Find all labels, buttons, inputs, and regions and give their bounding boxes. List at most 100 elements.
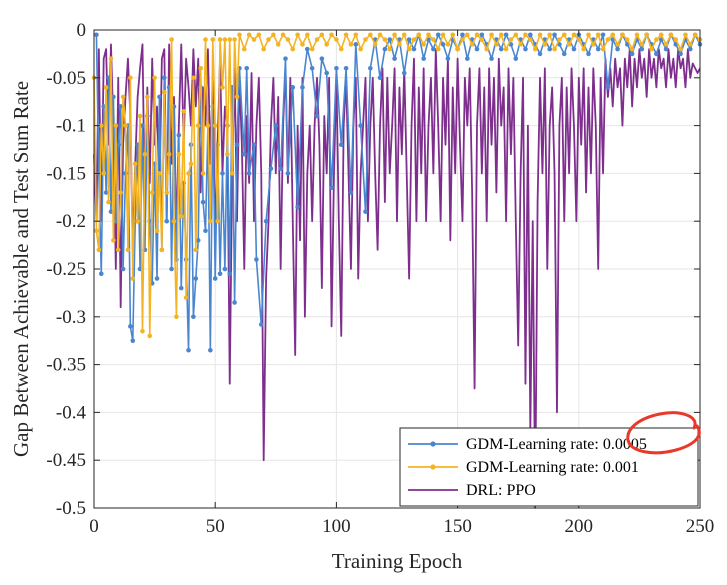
series-1-point-44 [198, 65, 203, 71]
series-1-point-87 [368, 32, 373, 38]
series-0-point-85 [353, 42, 359, 47]
y-tick-label: -0.5 [56, 498, 86, 519]
series-1-point-115 [503, 46, 509, 52]
series-1-point-38 [183, 295, 189, 300]
series-1-point-108 [469, 42, 475, 47]
series-1-point-124 [547, 32, 553, 38]
series-0-point-14 [128, 324, 133, 329]
series-1-point-81 [338, 46, 344, 52]
series-1-point-136 [605, 37, 611, 42]
series-0-point-45 [203, 228, 208, 234]
series-1-point-23 [147, 333, 153, 339]
series-0-point-78 [319, 56, 325, 61]
series-0-point-116 [503, 32, 509, 38]
series-1-point-31 [166, 151, 172, 157]
x-axis-label: Training Epoch [332, 549, 463, 573]
series-1-point-137 [610, 32, 616, 38]
series-1-point-126 [557, 37, 562, 42]
series-1-point-59 [234, 94, 240, 100]
series-1-point-134 [595, 32, 601, 38]
series-0-point-5 [106, 75, 111, 81]
series-0-point-72 [290, 85, 296, 90]
series-0-point-58 [234, 142, 240, 148]
series-0-point-31 [169, 266, 174, 272]
series-1-point-99 [426, 32, 431, 38]
series-1-point-151 [678, 46, 683, 52]
series-1-point-58 [232, 37, 237, 42]
series-0-point-88 [368, 65, 373, 71]
series-0-point-9 [115, 142, 121, 148]
series-1-point-15 [128, 75, 133, 81]
series-1-point-119 [523, 32, 528, 38]
y-tick-label: -0.1 [56, 116, 86, 137]
series-1-point-104 [450, 32, 456, 38]
series-0-point-154 [688, 46, 693, 52]
series-0-point-113 [489, 56, 494, 61]
legend: GDM-Learning rate: 0.0005 GDM-Learning ra… [399, 427, 699, 507]
series-1-point-12 [120, 94, 126, 100]
series-0-point-0 [94, 32, 99, 38]
series-0-point-121 [528, 32, 533, 38]
series-0-point-104 [445, 56, 451, 61]
series-0-point-19 [140, 123, 145, 128]
series-1-point-153 [688, 42, 693, 47]
series-0-point-66 [263, 218, 269, 224]
series-0-point-86 [358, 123, 363, 128]
series-1-point-121 [532, 46, 538, 52]
series-0-point-25 [154, 276, 160, 281]
series-1-point-65 [261, 46, 266, 52]
series-0-point-76 [309, 65, 315, 71]
series-1-point-122 [537, 32, 543, 38]
series-1-point-66 [266, 37, 271, 42]
series-1-point-128 [566, 42, 572, 47]
series-0-point-79 [324, 70, 330, 76]
y-tick-label: -0.45 [46, 450, 86, 471]
series-1-point-51 [215, 218, 220, 224]
series-1-point-47 [205, 123, 211, 128]
series-1-point-3 [98, 123, 104, 128]
series-1-point-75 [309, 46, 315, 52]
series-0-point-40 [191, 314, 196, 320]
series-0-point-147 [654, 51, 659, 57]
series-1-point-143 [639, 42, 645, 47]
series-0-point-142 [629, 51, 635, 57]
series-1-point-21 [142, 151, 148, 157]
series-1-point-37 [181, 108, 186, 114]
y-axis-label: Gap Between Achievable and Test Sum Rate [9, 81, 33, 457]
x-tick-label: 100 [322, 516, 351, 537]
series-1-point-85 [358, 46, 363, 52]
series-1-point-118 [518, 42, 523, 47]
series-0-point-83 [343, 65, 349, 71]
series-0-point-135 [595, 46, 601, 52]
series-1-point-10 [115, 247, 121, 253]
series-0-point-63 [251, 142, 257, 148]
series-0-point-97 [411, 46, 417, 52]
legend-entry-1: GDM-Learning rate: 0.001 [408, 459, 639, 476]
series-1-point-4 [101, 171, 106, 176]
series-0-point-137 [605, 85, 611, 90]
series-1-point-83 [348, 42, 354, 47]
series-1-point-7 [108, 56, 114, 61]
series-0-point-81 [334, 65, 339, 71]
series-0-point-126 [552, 32, 557, 38]
series-0-point-144 [639, 46, 645, 52]
series-0-point-75 [305, 46, 310, 52]
series-1-point-110 [479, 37, 485, 42]
series-1-point-16 [130, 276, 136, 281]
series-0-point-96 [406, 37, 412, 42]
series-0-point-42 [195, 238, 201, 243]
series-1-point-57 [229, 171, 235, 176]
series-1-point-113 [494, 42, 499, 47]
legend-label-0: GDM-Learning rate: 0.0005 [466, 436, 647, 453]
series-0-point-62 [246, 171, 252, 176]
series-0-point-120 [523, 46, 528, 52]
series-1-point-5 [103, 85, 109, 90]
series-1-point-80 [334, 37, 339, 42]
series-1-point-107 [465, 32, 470, 38]
series-1-point-117 [513, 32, 519, 38]
x-tick-label: 150 [443, 516, 472, 537]
annotation-circle [626, 411, 701, 455]
series-1-point-6 [106, 199, 111, 205]
series-0-point-64 [254, 257, 259, 262]
